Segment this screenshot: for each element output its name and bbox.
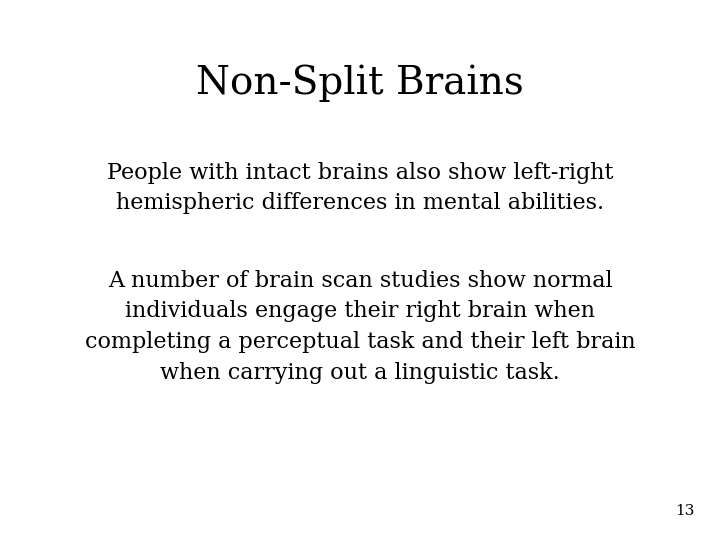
Text: People with intact brains also show left-right
hemispheric differences in mental: People with intact brains also show left… [107,162,613,214]
Text: A number of brain scan studies show normal
individuals engage their right brain : A number of brain scan studies show norm… [85,270,635,383]
Text: Non-Split Brains: Non-Split Brains [196,65,524,102]
Text: 13: 13 [675,504,695,518]
